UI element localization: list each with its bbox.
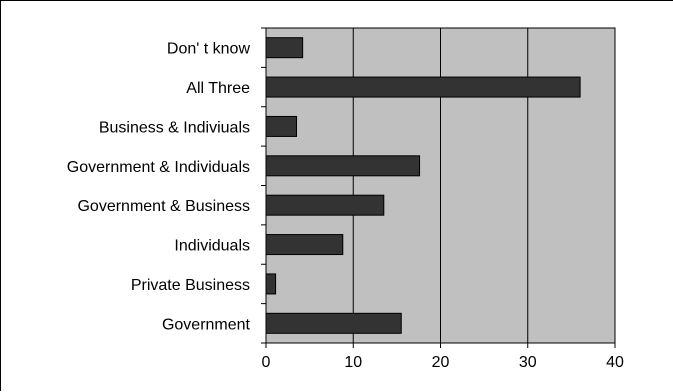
bar-2 xyxy=(265,115,298,137)
x-tick-label-40: 40 xyxy=(606,354,624,371)
category-label-7: Government xyxy=(162,316,251,333)
category-label-2: Business & Indiviuals xyxy=(99,119,250,136)
category-label-6: Private Business xyxy=(131,277,250,294)
bar-0 xyxy=(265,37,304,59)
bar-3 xyxy=(265,155,421,177)
bar-6 xyxy=(265,273,277,295)
category-label-1: All Three xyxy=(186,80,250,97)
bar-4 xyxy=(265,194,385,216)
x-tick-label-0: 0 xyxy=(262,354,271,371)
category-label-3: Government & Individuals xyxy=(67,159,250,176)
category-label-4: Government & Business xyxy=(77,198,250,215)
bar-1 xyxy=(265,76,581,98)
category-label-5: Individuals xyxy=(174,238,250,255)
x-tick-label-30: 30 xyxy=(519,354,537,371)
x-tick-label-10: 10 xyxy=(344,354,362,371)
bar-5 xyxy=(265,234,344,256)
x-tick-label-20: 20 xyxy=(432,354,450,371)
bar-7 xyxy=(265,312,402,334)
category-label-0: Don' t know xyxy=(167,41,251,58)
